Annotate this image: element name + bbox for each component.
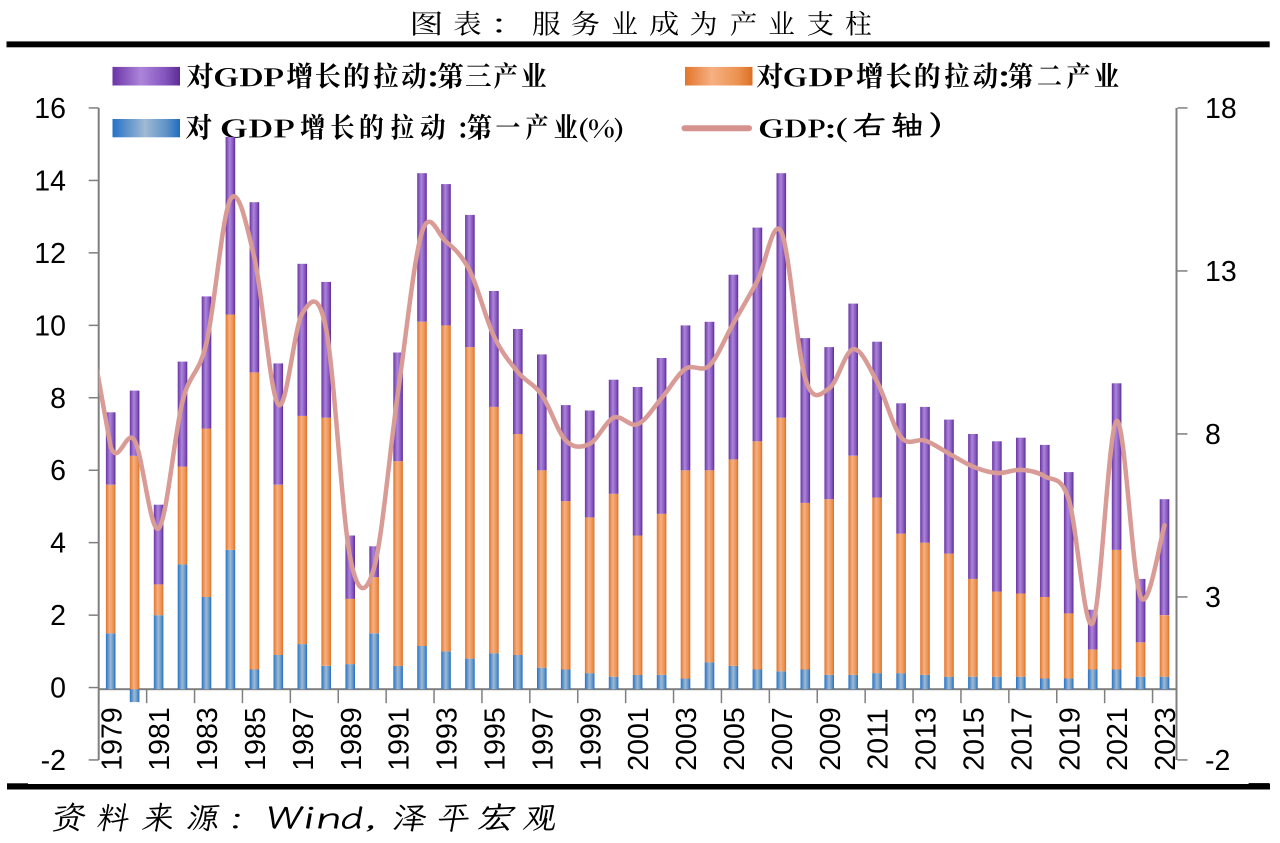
svg-text:1983: 1983 xyxy=(192,707,224,770)
svg-text:6: 6 xyxy=(50,455,66,487)
svg-text:18: 18 xyxy=(1205,93,1237,125)
svg-text:3: 3 xyxy=(1205,582,1221,614)
svg-text:2009: 2009 xyxy=(815,707,847,770)
svg-text:2: 2 xyxy=(50,600,66,632)
svg-text:0: 0 xyxy=(50,673,66,705)
svg-text:2005: 2005 xyxy=(719,707,751,770)
svg-text:14: 14 xyxy=(34,165,66,197)
svg-text:1991: 1991 xyxy=(384,707,416,770)
svg-text:1997: 1997 xyxy=(527,707,559,770)
svg-text:16: 16 xyxy=(34,93,66,125)
svg-text:10: 10 xyxy=(34,310,66,342)
svg-text:1995: 1995 xyxy=(480,707,512,770)
svg-text:12: 12 xyxy=(34,238,66,270)
svg-text:2021: 2021 xyxy=(1102,707,1134,770)
svg-text:1985: 1985 xyxy=(240,707,272,770)
svg-text:-2: -2 xyxy=(1205,745,1230,777)
svg-text:1987: 1987 xyxy=(288,707,320,770)
svg-text:2003: 2003 xyxy=(671,707,703,770)
svg-text:1989: 1989 xyxy=(336,707,368,770)
svg-text:2017: 2017 xyxy=(1006,707,1038,770)
svg-text:1999: 1999 xyxy=(575,707,607,770)
svg-text:-2: -2 xyxy=(41,745,66,777)
svg-text:1981: 1981 xyxy=(144,707,176,770)
svg-text:2019: 2019 xyxy=(1054,707,1086,770)
svg-text:2015: 2015 xyxy=(959,707,991,770)
svg-text:4: 4 xyxy=(50,528,66,560)
svg-text:2001: 2001 xyxy=(623,707,655,770)
svg-text:2023: 2023 xyxy=(1150,707,1182,770)
svg-text:1993: 1993 xyxy=(432,707,464,770)
svg-text:8: 8 xyxy=(1205,419,1221,451)
svg-text:2011: 2011 xyxy=(863,708,895,769)
svg-text:2007: 2007 xyxy=(767,707,799,770)
svg-text:13: 13 xyxy=(1205,256,1237,288)
svg-text:2013: 2013 xyxy=(911,707,943,770)
svg-text:1979: 1979 xyxy=(96,707,128,770)
svg-text:8: 8 xyxy=(50,383,66,415)
